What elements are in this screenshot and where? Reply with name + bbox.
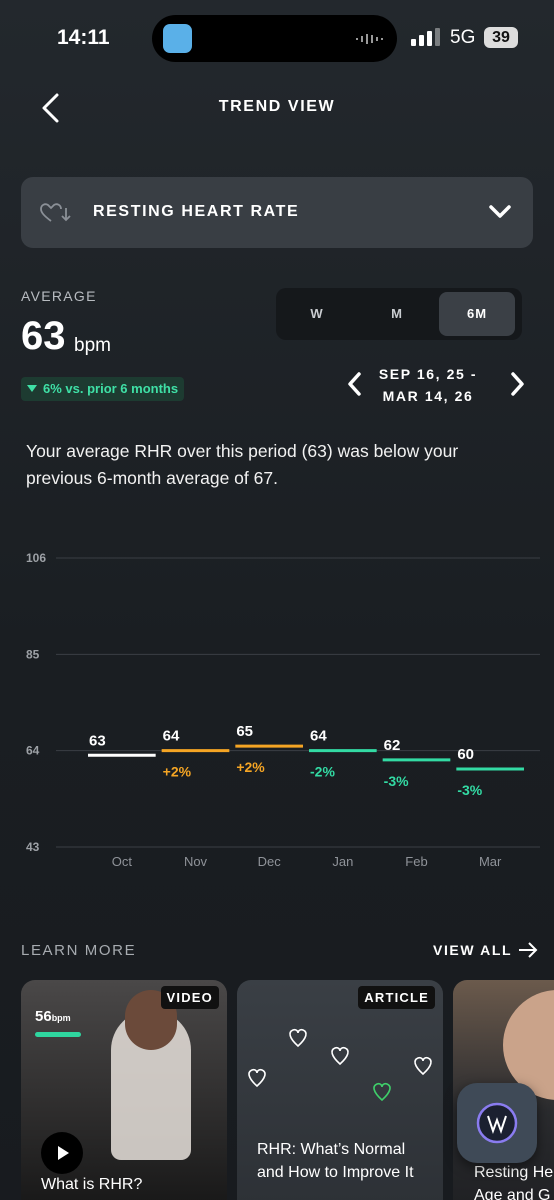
battery: 39	[484, 27, 518, 48]
y-tick-label: 106	[26, 551, 46, 565]
dropdown-chevron	[489, 205, 511, 218]
heart-icon	[40, 203, 71, 222]
learn-more-title: LEARN MORE	[21, 942, 137, 959]
range-tab[interactable]: 6M	[439, 292, 515, 336]
date-range-start: SEP 16, 25 -	[378, 366, 478, 382]
thumb-number: 56	[35, 1008, 52, 1025]
network-label: 5G	[450, 27, 476, 48]
prev-period[interactable]	[344, 371, 364, 397]
range-tab[interactable]: M	[391, 306, 403, 321]
value-label: 62	[384, 737, 401, 754]
down-triangle	[27, 385, 37, 392]
assistant-button[interactable]	[457, 1083, 537, 1163]
dynamic-island	[152, 15, 397, 62]
change-label: +2%	[163, 764, 192, 780]
x-tick-label: Nov	[184, 854, 208, 869]
page-title: TREND VIEW	[218, 98, 336, 115]
app-icon	[163, 24, 192, 53]
title-line: Age and G	[474, 1187, 551, 1200]
card-title: RHR: What’s Normal and How to Improve It	[257, 1141, 414, 1181]
metric-label: RESTING HEART RATE	[93, 203, 300, 220]
metric-selector[interactable]: RESTING HEART RATE	[21, 177, 533, 248]
thumb-unit: bpm	[51, 1013, 71, 1023]
article-card[interactable]: ARTICLE RHR: What’s Normal and How to Im…	[237, 980, 443, 1200]
change-label: -3%	[384, 773, 409, 789]
change-label: +2%	[236, 759, 265, 775]
average-label: AVERAGE	[21, 288, 97, 304]
date-range: SEP 16, 25 - MAR 14, 26	[372, 363, 484, 407]
rhr-chart: 43 64 85 106 63 Oct 64 +2% Nov 65 +2% Dec 64 -2% Jan 62…	[26, 551, 540, 869]
x-tick-label: Mar	[479, 854, 502, 869]
card-title: What is RHR?	[41, 1176, 143, 1193]
average-value: 63	[21, 314, 66, 358]
video-card[interactable]: VIDEO 56bpm What is RHR?	[21, 980, 227, 1200]
change-badge: 6% vs. prior 6 months	[21, 377, 185, 401]
range-tabs: W M 6M	[276, 288, 522, 340]
card-tag: ARTICLE	[358, 986, 435, 1009]
status-time: 14:11	[57, 26, 110, 49]
description: Your average RHR over this period (63) w…	[26, 441, 459, 488]
x-tick-label: Feb	[405, 854, 427, 869]
value-label: 64	[310, 728, 327, 745]
x-tick-label: Oct	[112, 854, 133, 869]
hearts-art	[248, 1028, 432, 1102]
date-range-end: MAR 14, 26	[382, 388, 474, 404]
view-all-link[interactable]: VIEW ALL	[433, 942, 513, 958]
value-label: 60	[457, 746, 474, 763]
title-line: Resting He	[474, 1164, 554, 1181]
audio-wave	[356, 34, 383, 44]
view-all-arrow[interactable]	[517, 940, 539, 960]
x-tick-label: Dec	[258, 854, 282, 869]
back-button[interactable]	[38, 92, 62, 124]
change-label: -2%	[310, 764, 335, 780]
x-tick-label: Jan	[332, 854, 353, 869]
thumb-bar	[35, 1032, 81, 1037]
average-unit: bpm	[74, 335, 111, 356]
y-tick-label: 43	[26, 840, 40, 854]
value-label: 65	[236, 723, 253, 740]
signal-icon	[411, 28, 440, 46]
card-tag: VIDEO	[160, 986, 219, 1009]
y-tick-label: 64	[26, 744, 40, 758]
play-button[interactable]	[41, 1132, 83, 1174]
value-label: 64	[163, 728, 180, 745]
thumb-value: 56bpm	[35, 1008, 71, 1025]
change-label: -3%	[457, 782, 482, 798]
assistant-logo	[476, 1102, 518, 1144]
change-text: 6% vs. prior 6 months	[43, 381, 179, 396]
y-tick-label: 85	[26, 647, 40, 661]
play-icon	[58, 1146, 69, 1160]
next-period[interactable]	[508, 371, 528, 397]
range-tab[interactable]: W	[310, 306, 324, 321]
value-label: 63	[89, 732, 106, 749]
